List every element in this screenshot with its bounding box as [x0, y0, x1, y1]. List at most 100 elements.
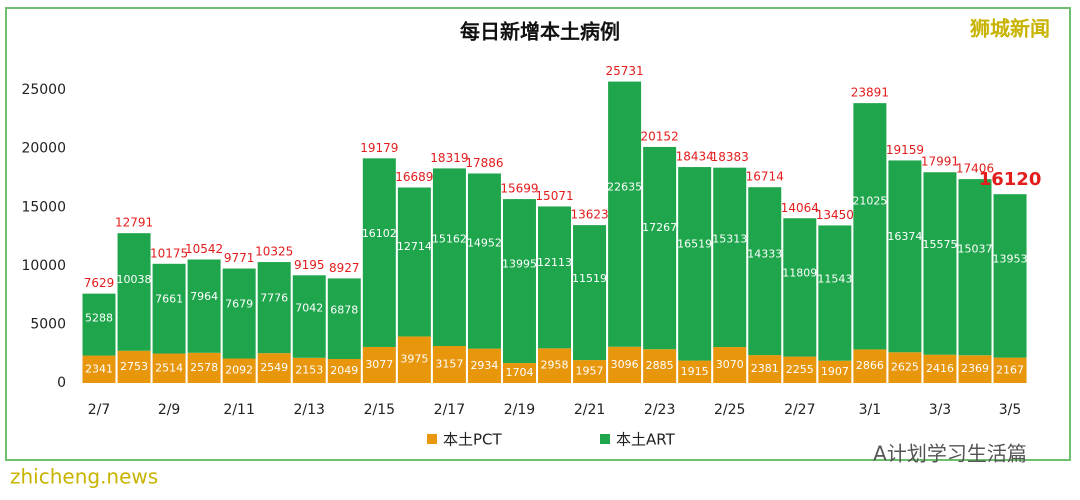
value-label: 16374 [887, 230, 922, 243]
value-label: 7679 [225, 298, 253, 311]
bar-segment [292, 357, 326, 383]
total-label: 13623 [570, 208, 608, 222]
bar-segment [362, 158, 396, 347]
value-label: 16102 [362, 227, 397, 240]
value-label: 7661 [155, 293, 183, 306]
legend-label: 本土ART [616, 431, 676, 449]
bar-segment [608, 81, 642, 347]
value-label: 7042 [295, 301, 323, 314]
bar-segment [643, 146, 677, 350]
bar-segment [152, 353, 186, 383]
bar-segment [467, 173, 501, 349]
total-label: 9195 [294, 258, 325, 272]
bar-segment [327, 358, 361, 383]
value-label: 15162 [432, 232, 467, 245]
bar-segment [397, 336, 431, 383]
total-label: 9771 [224, 251, 255, 265]
footer-brand: A计划学习生活篇 [873, 442, 1027, 466]
bar-segment [502, 199, 536, 364]
total-label: 12791 [115, 216, 153, 230]
bar-segment [538, 206, 572, 349]
total-label: 13450 [816, 208, 854, 222]
bar-segment [993, 194, 1027, 358]
value-label: 7776 [260, 291, 288, 304]
x-tick-label: 3/3 [929, 402, 952, 418]
value-label: 13995 [502, 258, 537, 271]
value-label: 14333 [747, 247, 782, 260]
bar-segment [397, 187, 431, 337]
total-label: 8927 [329, 261, 360, 275]
bar-segment [432, 346, 466, 383]
x-tick-label: 2/27 [784, 402, 815, 418]
bar-segment [502, 363, 536, 383]
y-tick-label: 20000 [21, 141, 66, 157]
total-label: 16714 [746, 170, 784, 184]
value-label: 15313 [712, 232, 747, 245]
value-label: 3096 [611, 358, 639, 371]
bar-segment [187, 352, 221, 383]
value-label: 13953 [993, 253, 1028, 266]
total-label: 7629 [84, 276, 115, 290]
value-label: 15037 [958, 243, 993, 256]
value-label: 12714 [397, 240, 432, 253]
value-label: 6878 [330, 304, 358, 317]
x-tick-label: 3/5 [999, 402, 1022, 418]
total-label: 10325 [255, 245, 293, 259]
total-label: 18383 [711, 150, 749, 164]
x-tick-label: 2/15 [364, 402, 395, 418]
bar-segment [853, 349, 887, 383]
bar-segment [853, 103, 887, 350]
value-label: 3070 [716, 358, 744, 371]
value-label: 11519 [572, 272, 607, 285]
total-label: 25731 [606, 64, 644, 78]
site: zhicheng.news [10, 465, 158, 489]
bar-segment [222, 358, 256, 383]
value-label: 7964 [190, 290, 218, 303]
bar-segment [608, 346, 642, 383]
bar-segment [748, 355, 782, 383]
x-tick-label: 2/11 [223, 402, 254, 418]
legend-label: 本土PCT [443, 431, 503, 449]
bar-segment [432, 168, 466, 347]
value-label: 11809 [782, 267, 817, 280]
value-label: 2885 [646, 359, 674, 372]
bar-segment [678, 360, 712, 383]
chart-title: 每日新增本土病例 [460, 20, 620, 44]
total-label: 15699 [500, 182, 538, 196]
total-label: 19179 [360, 141, 398, 155]
value-label: 2866 [856, 359, 884, 372]
bar-segment [257, 353, 291, 383]
value-label: 2934 [470, 359, 498, 372]
value-label: 2092 [225, 364, 253, 377]
value-label: 1907 [821, 365, 849, 378]
x-tick-label: 2/21 [574, 402, 605, 418]
value-label: 2514 [155, 361, 183, 374]
total-label: 17406 [956, 162, 994, 176]
value-label: 2958 [541, 359, 569, 372]
value-label: 15575 [922, 238, 957, 251]
value-label: 21025 [852, 195, 887, 208]
bar-segment [222, 268, 256, 359]
x-tick-label: 3/1 [859, 402, 882, 418]
bar-segment [993, 357, 1027, 383]
bar-segment [152, 263, 186, 354]
bar-segment [958, 355, 992, 383]
value-label: 22635 [607, 181, 642, 194]
bar-segment [538, 348, 572, 383]
value-label: 2578 [190, 361, 218, 374]
x-tick-label: 2/25 [714, 402, 745, 418]
value-label: 2255 [786, 363, 814, 376]
x-tick-label: 2/9 [158, 402, 181, 418]
total-label: 10542 [185, 242, 223, 256]
value-label: 3157 [435, 358, 463, 371]
bar-segment [783, 218, 817, 357]
value-label: 3975 [400, 353, 428, 366]
value-label: 1957 [576, 365, 604, 378]
value-label: 3077 [365, 358, 393, 371]
bar-segment [82, 293, 116, 356]
value-label: 10038 [117, 273, 152, 286]
value-label: 12113 [537, 256, 572, 269]
value-label: 14952 [467, 237, 502, 250]
value-label: 2341 [85, 362, 113, 375]
